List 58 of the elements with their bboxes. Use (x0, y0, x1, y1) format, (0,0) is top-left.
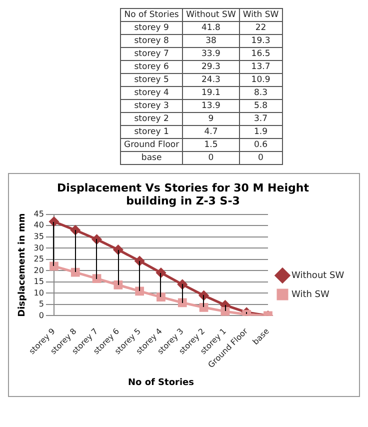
text: 4.7 (182, 126, 240, 138)
y-tick-label: 10 (34, 288, 44, 298)
text: 0.6 (239, 138, 282, 152)
text: Without SW (182, 8, 240, 22)
text: 19.3 (239, 34, 282, 48)
text: 3.7 (239, 112, 282, 126)
text: Ground Floor (120, 138, 183, 152)
point (70, 268, 80, 277)
text: 41.8 (182, 22, 240, 34)
y-tick-label: 40 (34, 220, 44, 230)
text: 24.3 (182, 74, 240, 86)
text: storey 1 (120, 126, 183, 138)
text: storey 7 (120, 48, 183, 60)
x-axis-title: No of Stories (128, 378, 194, 388)
text: 10.9 (239, 74, 282, 86)
text: 29.3 (182, 60, 240, 74)
text: storey 3 (120, 100, 183, 112)
point (220, 307, 230, 316)
y-tick-label: 0 (38, 310, 44, 320)
text: 16.5 (239, 48, 282, 60)
point (92, 274, 102, 284)
text: 1.9 (239, 126, 282, 138)
text: storey 4 (120, 86, 183, 100)
text: 33.9 (182, 48, 240, 60)
text: With SW (239, 8, 282, 22)
text: storey 2 (120, 112, 183, 126)
legend-label: Without SW (292, 270, 344, 281)
text: 9 (182, 112, 240, 126)
text: storey 9 (120, 22, 183, 34)
text: 19.1 (182, 86, 240, 100)
point (199, 302, 208, 312)
y-tick-label: 15 (34, 277, 44, 286)
y-axis-title: Displacement in mm (18, 213, 28, 317)
chart-title: Displacement Vs Stories for 30 M Height building in Z-3 S-3 (57, 181, 309, 208)
y-tick-label: 30 (34, 243, 44, 252)
text: 13.7 (239, 60, 282, 74)
text: No of Stories (120, 8, 183, 22)
text: 0 (182, 152, 240, 164)
y-tick-label: 35 (34, 232, 44, 241)
text: storey 6 (120, 60, 183, 74)
text: base (120, 152, 183, 164)
text: 22 (239, 22, 282, 34)
point (114, 280, 123, 290)
text: 13.9 (182, 100, 240, 112)
text: storey 8 (120, 34, 183, 48)
y-tick-label: 25 (34, 254, 44, 264)
legend-label: With SW (292, 290, 330, 300)
y-tick-label: 5 (38, 300, 44, 309)
y-tick-label: 20 (34, 266, 44, 275)
text: 5.8 (239, 100, 282, 112)
text: 38 (182, 34, 240, 48)
text: 8.3 (239, 86, 282, 100)
point (178, 298, 187, 308)
point (135, 286, 144, 296)
text: 0 (239, 152, 282, 164)
y-tick-label: 45 (34, 209, 44, 218)
text: storey 5 (120, 74, 183, 86)
text: 1.5 (182, 138, 240, 152)
